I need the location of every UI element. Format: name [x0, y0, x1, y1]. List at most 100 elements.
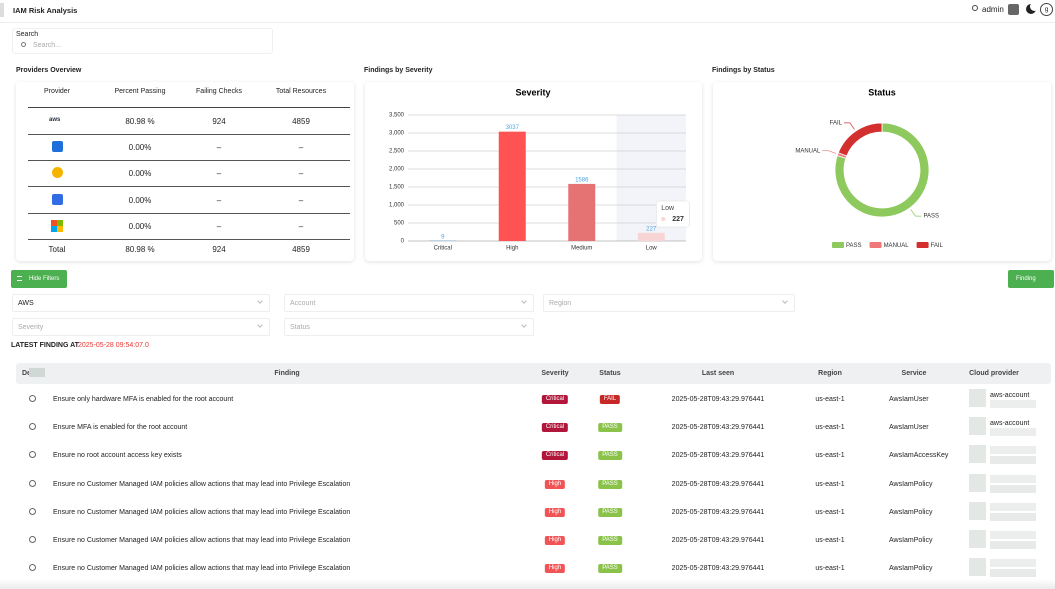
column-header: Finding — [274, 370, 300, 377]
segment-label: MANUAL — [795, 148, 821, 154]
info-icon — [29, 479, 36, 487]
segment-label: FAIL — [830, 120, 843, 126]
column-header: Provider — [43, 88, 71, 95]
dark-mode-cut — [1030, 2, 1039, 11]
table-cell: AwsIamAccessKey — [889, 452, 949, 460]
filter-icon — [17, 276, 22, 281]
table-cell: 80.98 % — [125, 117, 155, 126]
finding-text: Ensure MFA is enabled for the root accou… — [53, 424, 188, 432]
header-blur — [29, 368, 45, 377]
table-cell: 0.00% — [128, 143, 152, 153]
search-box[interactable] — [12, 28, 273, 54]
filter-select[interactable] — [12, 294, 270, 312]
latest-label: LATEST FINDING AT — [11, 342, 79, 349]
table-cell: 4859 — [292, 117, 310, 126]
info-icon — [29, 423, 36, 431]
y-tick-label: 500 — [394, 221, 405, 227]
section-title: Providers Overview — [16, 67, 82, 74]
export-button[interactable]: Finding — [1008, 270, 1054, 288]
total-cell: 80.98 % — [125, 245, 155, 254]
column-header: Severity — [541, 370, 569, 377]
value-label: 227 — [646, 226, 657, 232]
table-cell: AwsIamPolicy — [889, 537, 933, 544]
info-icon — [29, 451, 36, 459]
x-tick-label: Critical — [434, 246, 452, 252]
row-rule — [28, 134, 350, 135]
table-cell: – — [216, 221, 222, 231]
filter-select[interactable] — [12, 318, 270, 336]
chart-title: Status — [868, 87, 896, 97]
severity-badge: High — [544, 507, 566, 517]
hide-filters-button[interactable]: Hide Filters — [11, 270, 68, 288]
info-icon — [29, 564, 36, 572]
filter-value: AWS — [18, 300, 34, 307]
table-cell: us-east-1 — [815, 565, 845, 573]
status-badge: PASS — [598, 536, 622, 545]
account-blur — [990, 531, 1036, 539]
row-rule — [28, 238, 350, 240]
table-cell: us-east-1 — [815, 480, 845, 488]
provider-icon — [57, 219, 63, 226]
table-cell: us-east-1 — [815, 508, 845, 516]
provider-blur — [969, 389, 986, 407]
provider-blur — [969, 473, 986, 492]
filter-select[interactable] — [284, 294, 534, 312]
bar — [568, 183, 596, 241]
finding-text: Ensure no Customer Managed IAM policies … — [53, 480, 351, 488]
account-blur — [990, 541, 1036, 549]
table-cell: 0.00% — [128, 221, 152, 231]
provider-blur — [969, 530, 986, 548]
chart-title: Severity — [515, 87, 550, 97]
status-badge: PASS — [598, 479, 622, 489]
filter-value: Account — [290, 300, 316, 307]
table-cell: 0.00% — [128, 169, 152, 179]
table-cell: 924 — [212, 117, 226, 126]
value-label: 3037 — [506, 125, 520, 131]
avatar[interactable]: g — [1040, 3, 1053, 16]
table-cell: AwsIamPolicy — [889, 480, 933, 488]
legend-label: PASS — [846, 243, 862, 249]
row-rule — [28, 212, 350, 214]
severity-badge: Critical — [541, 395, 569, 404]
filter-value: Status — [290, 324, 310, 331]
finding-text: Ensure no Customer Managed IAM policies … — [53, 565, 351, 573]
filter-select[interactable] — [543, 294, 795, 312]
table-rule — [28, 107, 350, 108]
y-tick-label: 2,500 — [389, 149, 405, 155]
bar — [498, 131, 526, 241]
table-cell: us-east-1 — [815, 396, 845, 403]
bar — [637, 232, 665, 241]
provider-blur — [969, 558, 986, 577]
column-header: De — [22, 370, 31, 377]
table-cell: 2025-05-28T09:43:29.976441 — [671, 480, 765, 488]
info-icon — [29, 395, 36, 402]
provider-blur — [969, 417, 986, 436]
filter-select[interactable] — [284, 318, 534, 336]
account-blur — [990, 569, 1036, 578]
account-blur — [990, 456, 1036, 465]
provider-icon — [52, 193, 63, 205]
column-header: Status — [599, 370, 621, 377]
filter-value: Severity — [18, 324, 44, 331]
finding-text: Ensure no Customer Managed IAM policies … — [53, 508, 351, 516]
table-cell: AwsIamPolicy — [889, 508, 933, 516]
severity-badge: High — [544, 536, 566, 545]
provider-icon: aws — [49, 117, 61, 123]
search-label: Search — [16, 31, 39, 38]
table-cell: – — [216, 143, 222, 153]
segment-label: PASS — [924, 214, 940, 220]
info-icon — [29, 536, 36, 543]
account-blur — [990, 502, 1036, 511]
account-blur — [990, 512, 1036, 521]
table-cell: – — [298, 143, 304, 153]
table-cell: us-east-1 — [815, 424, 845, 432]
table-cell: 2025-05-28T09:43:29.976441 — [671, 537, 765, 544]
table-cell: 2025-05-28T09:43:29.976441 — [671, 452, 765, 460]
search-placeholder: Search... — [33, 42, 62, 49]
account-blur — [990, 400, 1036, 408]
account-blur — [990, 559, 1036, 568]
table-cell: 2025-05-28T09:43:29.976441 — [671, 396, 765, 403]
table-cell: – — [216, 169, 222, 179]
table-cell: – — [298, 195, 304, 205]
